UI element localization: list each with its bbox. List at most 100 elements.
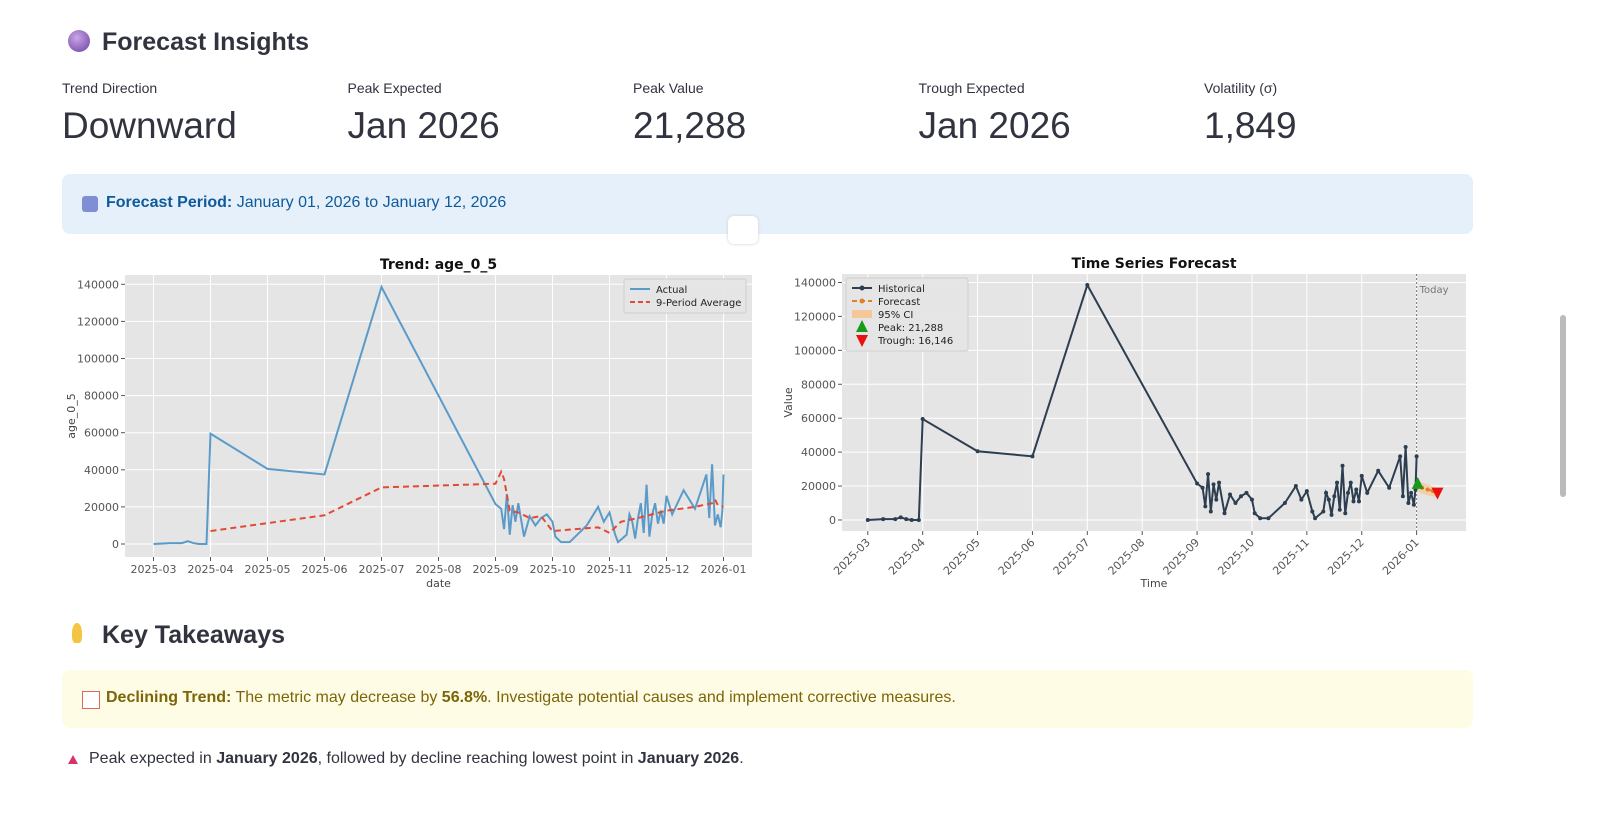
series-line <box>153 284 725 546</box>
data-point <box>1403 445 1408 450</box>
x-axis-label: date <box>426 577 451 590</box>
y-tick-label: 120000 <box>77 315 119 328</box>
y-axis-label: age_0_5 <box>65 393 78 439</box>
data-point <box>1258 516 1263 521</box>
x-tick-label: 2025-10 <box>530 563 576 576</box>
info-box: Forecast Period: January 01, 2026 to Jan… <box>62 174 1473 234</box>
data-point <box>909 517 914 522</box>
x-tick-label: 2025-08 <box>416 563 462 576</box>
fullscreen-button[interactable] <box>728 216 758 244</box>
data-point <box>1030 454 1035 459</box>
x-tick-label: 2025-09 <box>473 563 519 576</box>
data-point <box>1208 509 1213 514</box>
metric-label: Peak Expected <box>347 80 442 96</box>
metric-label: Peak Value <box>633 80 704 96</box>
legend-swatch <box>852 310 872 318</box>
data-point <box>1195 481 1200 486</box>
metric-label: Trough Expected <box>918 80 1025 96</box>
data-point <box>1206 472 1211 477</box>
data-point <box>1337 507 1342 512</box>
y-tick-label: 40000 <box>801 446 836 459</box>
legend-label: Actual <box>656 285 687 296</box>
data-point <box>1310 509 1315 514</box>
text: The metric may decrease by <box>231 689 442 706</box>
y-tick-label: 80000 <box>801 378 836 391</box>
y-tick-label: 20000 <box>801 480 836 493</box>
x-tick-label: 2025-07 <box>1051 536 1093 578</box>
legend-label: 9-Period Average <box>656 298 741 309</box>
icon <box>82 196 98 212</box>
data-point <box>1406 501 1411 506</box>
data-point <box>1332 494 1337 499</box>
trough-marker <box>1431 487 1444 500</box>
data-point <box>1211 482 1216 487</box>
data-point <box>1326 497 1331 502</box>
data-point <box>1200 485 1205 490</box>
data-point <box>893 517 898 522</box>
data-point <box>1238 494 1243 499</box>
x-tick-label: 2025-03 <box>131 563 177 576</box>
data-point <box>1293 484 1298 489</box>
data-point <box>1340 463 1345 468</box>
data-point <box>1321 509 1326 514</box>
data-point <box>1343 511 1348 516</box>
legend-label: Forecast <box>878 297 920 308</box>
data-point <box>1249 497 1254 502</box>
warning-box: Declining Trend: The metric may decrease… <box>62 670 1473 728</box>
text: Peak expected in <box>89 750 217 767</box>
data-point <box>1335 480 1340 485</box>
text: . Investigate potential causes and imple… <box>487 689 956 706</box>
scrollbar[interactable] <box>1560 315 1566 497</box>
data-point <box>1282 501 1287 506</box>
section-title: Key Takeaways <box>102 621 285 649</box>
data-point <box>1400 494 1405 499</box>
y-tick-label: 40000 <box>84 464 119 477</box>
x-tick-label: 2025-05 <box>245 563 291 576</box>
data-point <box>1398 454 1403 459</box>
x-tick-label: 2025-05 <box>941 536 983 578</box>
data-point <box>1387 485 1392 490</box>
data-point <box>898 515 903 520</box>
legend-swatch <box>856 335 868 347</box>
data-point <box>1252 511 1257 516</box>
y-tick-label: 100000 <box>794 344 836 357</box>
data-point <box>1354 487 1359 492</box>
data-point <box>1365 490 1370 495</box>
metric-value: Downward <box>62 105 237 146</box>
data-point <box>1351 499 1356 504</box>
x-tick-label: 2025-04 <box>886 536 928 578</box>
bullet-text: Peak expected in January 2026, followed … <box>89 750 744 768</box>
icon <box>68 30 90 52</box>
y-tick-label: 80000 <box>84 390 119 403</box>
data-point <box>1228 492 1233 497</box>
data-point <box>1425 487 1430 492</box>
y-tick-label: 60000 <box>84 427 119 440</box>
data-point <box>1411 502 1416 507</box>
data-point <box>865 517 870 522</box>
x-tick-label: 2026-01 <box>701 563 747 576</box>
data-point <box>1233 501 1238 506</box>
x-tick-label: 2025-06 <box>996 536 1038 578</box>
bold-text: January 2026 <box>216 750 318 767</box>
warning-text: Declining Trend: The metric may decrease… <box>106 689 956 707</box>
x-tick-label: 2025-09 <box>1161 536 1203 578</box>
today-label: Today <box>1419 285 1449 296</box>
legend-label: Trough: 16,146 <box>877 336 953 347</box>
bold-text: Declining Trend: <box>106 689 232 706</box>
chart-title: Time Series Forecast <box>1071 256 1236 272</box>
data-point <box>916 517 921 522</box>
data-point <box>1313 516 1318 521</box>
data-point <box>1348 480 1353 485</box>
y-tick-label: 20000 <box>84 501 119 514</box>
data-point <box>904 517 909 522</box>
y-axis-label: Value <box>782 387 795 417</box>
info-value: January 01, 2026 to January 12, 2026 <box>236 194 507 211</box>
x-tick-label: 2026-01 <box>1380 536 1422 578</box>
data-point <box>1359 473 1364 478</box>
data-point <box>975 449 980 454</box>
legend-label: Historical <box>878 284 925 295</box>
info-label: Forecast Period: <box>106 194 233 211</box>
data-point <box>1085 283 1090 288</box>
